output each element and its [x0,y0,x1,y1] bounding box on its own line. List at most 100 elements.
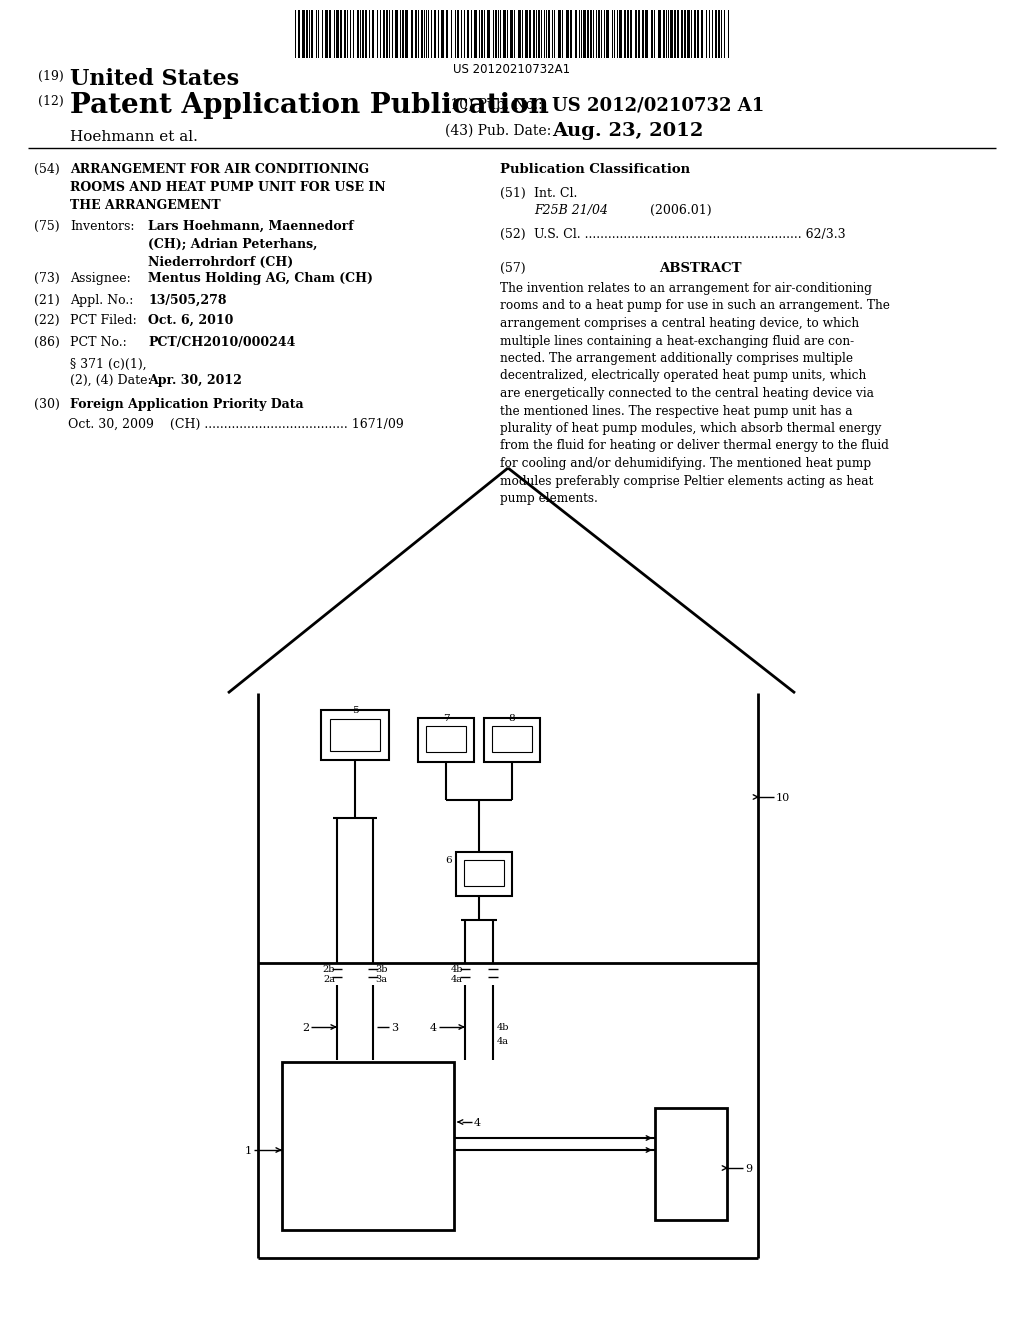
Text: Inventors:: Inventors: [70,220,134,234]
Bar [570,11,572,58]
Text: Oct. 6, 2010: Oct. 6, 2010 [148,314,233,327]
Bar [618,11,622,58]
Text: Foreign Application Priority Data: Foreign Application Priority Data [70,399,304,411]
Text: 4: 4 [474,1118,481,1129]
Bar [724,11,725,58]
Bar [434,11,436,58]
Bar [445,11,449,58]
Bar [603,11,605,58]
Bar [372,11,374,58]
Bar [635,11,637,58]
Bar [481,11,482,58]
Bar [457,11,459,58]
Text: United States: United States [70,69,240,90]
Bar [583,11,586,58]
Bar [574,11,577,58]
Bar [426,726,466,752]
Text: (57): (57) [500,261,525,275]
Bar [727,11,729,58]
Text: 4b: 4b [451,965,463,974]
Bar [548,11,550,58]
Text: 10: 10 [776,793,791,803]
Text: ABSTRACT: ABSTRACT [658,261,741,275]
Text: 4: 4 [430,1023,437,1034]
Bar [587,11,589,58]
Bar [492,726,532,752]
Bar [687,11,689,58]
Text: 5: 5 [351,706,358,715]
Bar [329,11,331,58]
Bar [301,11,304,58]
Bar [418,718,474,762]
Text: (86): (86) [34,337,59,348]
Bar [525,11,527,58]
Bar [484,718,540,762]
Text: 3b: 3b [375,965,387,974]
Bar [712,11,713,58]
Bar [365,11,367,58]
Bar [624,11,626,58]
Text: (30): (30) [34,399,59,411]
Bar [467,11,469,58]
Bar [483,11,485,58]
Bar [343,11,345,58]
Text: Aug. 23, 2012: Aug. 23, 2012 [552,121,703,140]
Text: 4b: 4b [497,1023,510,1032]
Text: Hoehmann et al.: Hoehmann et al. [70,129,198,144]
Bar [306,11,307,58]
Text: 1: 1 [245,1146,252,1156]
Text: 7: 7 [442,714,450,723]
Text: (51): (51) [500,187,525,201]
Bar [696,11,699,58]
Bar [638,11,640,58]
Bar [321,710,389,760]
Bar [596,11,597,58]
Text: PCT Filed:: PCT Filed: [70,314,137,327]
Bar [362,11,364,58]
Bar [554,11,555,58]
Text: 4a: 4a [451,975,463,983]
Text: Lars Hoehmann, Maennedorf
(CH); Adrian Peterhans,
Niederrohrdorf (CH): Lars Hoehmann, Maennedorf (CH); Adrian P… [148,220,353,269]
Bar [395,11,398,58]
Bar [517,11,520,58]
Text: (75): (75) [34,220,59,234]
Text: 3: 3 [391,1023,398,1034]
Text: (19): (19) [38,70,63,83]
Text: Mentus Holding AG, Cham (CH): Mentus Holding AG, Cham (CH) [148,272,373,285]
Bar [627,11,629,58]
Bar [421,11,423,58]
Bar [437,11,439,58]
Bar [356,11,358,58]
Bar [430,11,432,58]
Text: 9: 9 [745,1164,752,1173]
Text: 8: 8 [509,714,515,723]
Bar [668,11,669,58]
Bar [528,11,530,58]
Bar [507,11,508,58]
Bar [415,11,417,58]
Bar [386,11,387,58]
Bar [558,11,561,58]
Text: (10) Pub. No.:: (10) Pub. No.: [445,98,543,112]
Text: (2006.01): (2006.01) [650,205,712,216]
Bar [538,11,540,58]
Text: US 20120210732A1: US 20120210732A1 [454,63,570,77]
Bar [311,11,313,58]
Bar [503,11,506,58]
Bar [670,11,673,58]
Text: (2), (4) Date:: (2), (4) Date: [70,374,152,387]
Bar [298,11,299,58]
Text: PCT No.:: PCT No.: [70,337,127,348]
Bar [677,11,679,58]
Bar [352,11,354,58]
Bar [693,11,695,58]
Bar [380,11,381,58]
Text: ARRANGEMENT FOR AIR CONDITIONING
ROOMS AND HEAT PUMP UNIT FOR USE IN
THE ARRANGE: ARRANGEMENT FOR AIR CONDITIONING ROOMS A… [70,162,386,213]
Text: (54): (54) [34,162,59,176]
Bar [645,11,648,58]
Text: Int. Cl.: Int. Cl. [534,187,578,201]
Bar [651,11,652,58]
Text: 3a: 3a [375,975,387,983]
Bar [521,11,523,58]
Text: The invention relates to an arrangement for air-conditioning
rooms and to a heat: The invention relates to an arrangement … [500,282,890,506]
